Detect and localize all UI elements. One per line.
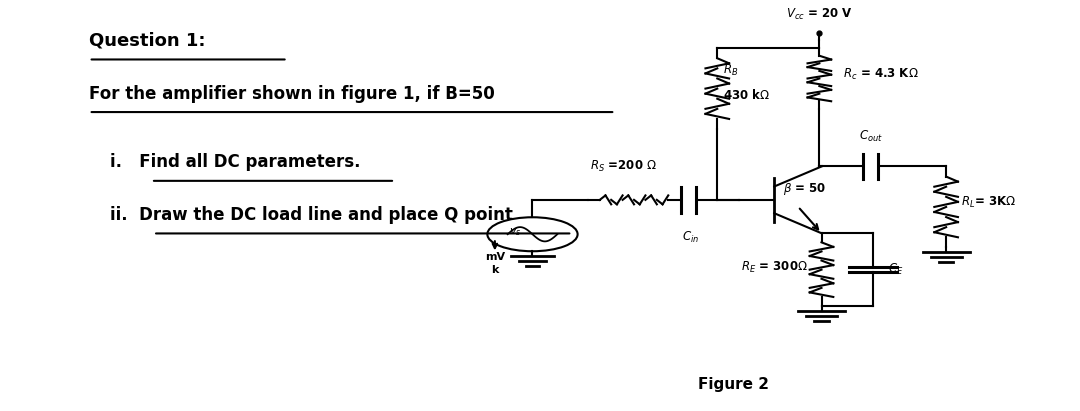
Text: $R_c$ = 4.3 K$\Omega$: $R_c$ = 4.3 K$\Omega$ bbox=[843, 67, 919, 82]
Text: Question 1:: Question 1: bbox=[89, 32, 205, 50]
Text: Figure 2: Figure 2 bbox=[698, 377, 769, 392]
Text: 430 k$\Omega$: 430 k$\Omega$ bbox=[723, 88, 770, 102]
Text: $V_{cc}$ = 20 V: $V_{cc}$ = 20 V bbox=[786, 7, 853, 22]
Text: mV: mV bbox=[485, 252, 505, 263]
Text: $R_B$: $R_B$ bbox=[723, 63, 738, 78]
Text: $R_E$ = 300$\Omega$: $R_E$ = 300$\Omega$ bbox=[741, 260, 808, 275]
Text: $C_{out}$: $C_{out}$ bbox=[859, 129, 882, 144]
Text: i.   Find all DC parameters.: i. Find all DC parameters. bbox=[110, 153, 361, 171]
Text: k: k bbox=[491, 265, 499, 275]
Text: $R_L$= 3K$\Omega$: $R_L$= 3K$\Omega$ bbox=[961, 195, 1016, 210]
Text: ii.  Draw the DC load line and place Q point: ii. Draw the DC load line and place Q po… bbox=[110, 206, 513, 224]
Text: $R_S$ =200 $\Omega$: $R_S$ =200 $\Omega$ bbox=[591, 159, 658, 173]
Text: $C_{in}$: $C_{in}$ bbox=[681, 230, 699, 245]
Text: $v_s$: $v_s$ bbox=[510, 226, 522, 238]
Text: $C_E$: $C_E$ bbox=[888, 262, 904, 277]
Text: For the amplifier shown in figure 1, if B=50: For the amplifier shown in figure 1, if … bbox=[89, 85, 495, 103]
Text: $\beta$ = 50: $\beta$ = 50 bbox=[783, 180, 826, 196]
